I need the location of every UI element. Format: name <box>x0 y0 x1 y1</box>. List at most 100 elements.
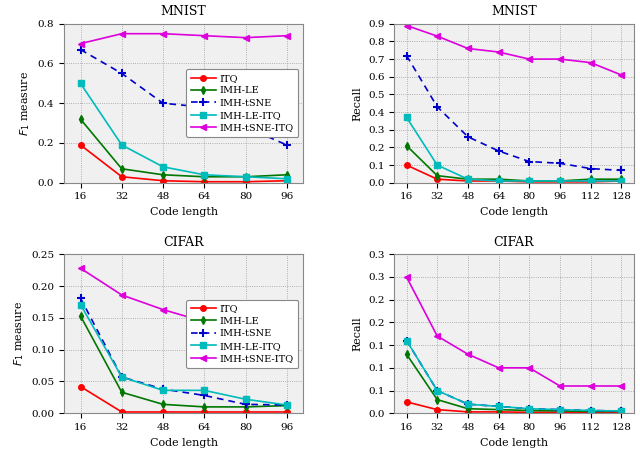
IMH-LE-ITQ <box>587 408 595 413</box>
IMH-tSNE-ITQ <box>200 33 208 38</box>
X-axis label: Code length: Code length <box>480 437 548 447</box>
IMH-LE-ITQ <box>118 374 125 380</box>
Y-axis label: $F_1$ measure: $F_1$ measure <box>12 301 26 366</box>
IMH-LE-ITQ <box>433 388 441 393</box>
IMH-tSNE-ITQ <box>283 33 291 38</box>
IMH-tSNE <box>283 402 291 408</box>
Line: IMH-tSNE: IMH-tSNE <box>403 51 625 174</box>
IMH-LE-ITQ <box>283 176 291 181</box>
ITQ <box>525 409 533 415</box>
IMH-tSNE <box>433 388 441 393</box>
IMH-LE <box>77 313 84 319</box>
IMH-LE-ITQ <box>118 142 125 148</box>
IMH-tSNE-ITQ <box>587 60 595 66</box>
ITQ <box>159 409 167 415</box>
IMH-LE <box>118 390 125 395</box>
IMH-LE <box>433 397 441 402</box>
IMH-tSNE-ITQ <box>433 33 441 39</box>
IMH-tSNE <box>495 148 502 154</box>
X-axis label: Code length: Code length <box>480 207 548 217</box>
IMH-tSNE-ITQ <box>242 326 250 332</box>
IMH-tSNE <box>556 161 564 166</box>
Y-axis label: Recall: Recall <box>353 86 362 121</box>
IMH-LE <box>200 404 208 410</box>
IMH-LE-ITQ <box>159 388 167 393</box>
IMH-LE <box>283 403 291 408</box>
IMH-tSNE <box>200 104 208 110</box>
IMH-LE <box>556 408 564 414</box>
IMH-tSNE <box>587 408 595 413</box>
IMH-LE-ITQ <box>587 178 595 184</box>
Line: IMH-LE-ITQ: IMH-LE-ITQ <box>404 338 624 414</box>
IMH-LE-ITQ <box>242 174 250 180</box>
IMH-tSNE-ITQ <box>618 383 625 389</box>
Line: IMH-tSNE: IMH-tSNE <box>76 294 291 409</box>
IMH-LE <box>159 172 167 178</box>
IMH-LE-ITQ <box>242 397 250 402</box>
IMH-LE <box>403 352 410 357</box>
X-axis label: Code length: Code length <box>150 437 218 447</box>
ITQ <box>556 409 564 415</box>
IMH-tSNE-ITQ <box>587 383 595 389</box>
IMH-LE <box>525 408 533 413</box>
ITQ <box>200 409 208 415</box>
IMH-LE <box>200 174 208 180</box>
IMH-tSNE <box>242 124 250 130</box>
IMH-tSNE-ITQ <box>495 49 502 55</box>
Line: IMH-LE: IMH-LE <box>404 352 624 414</box>
IMH-LE-ITQ <box>464 401 472 407</box>
IMH-LE <box>495 176 502 182</box>
Line: IMH-LE: IMH-LE <box>77 116 290 180</box>
Line: IMH-LE-ITQ: IMH-LE-ITQ <box>77 81 290 181</box>
ITQ <box>495 178 502 184</box>
IMH-LE <box>242 174 250 180</box>
ITQ <box>242 179 250 185</box>
IMH-tSNE <box>433 104 441 110</box>
ITQ <box>525 179 533 185</box>
ITQ <box>433 407 441 412</box>
Line: IMH-LE: IMH-LE <box>404 143 624 184</box>
ITQ <box>159 178 167 184</box>
IMH-LE <box>525 178 533 184</box>
Line: ITQ: ITQ <box>77 384 290 415</box>
ITQ <box>403 162 410 168</box>
IMH-tSNE-ITQ <box>525 56 533 62</box>
IMH-LE <box>464 176 472 182</box>
Line: IMH-LE-ITQ: IMH-LE-ITQ <box>77 302 290 408</box>
Title: MNIST: MNIST <box>491 5 537 19</box>
IMH-tSNE-ITQ <box>464 352 472 357</box>
ITQ <box>587 409 595 415</box>
ITQ <box>464 409 472 415</box>
IMH-tSNE <box>118 374 125 380</box>
IMH-LE <box>587 176 595 182</box>
IMH-LE-ITQ <box>618 178 625 184</box>
Line: ITQ: ITQ <box>77 142 290 184</box>
ITQ <box>77 384 84 389</box>
IMH-tSNE-ITQ <box>556 383 564 389</box>
ITQ <box>464 178 472 184</box>
ITQ <box>118 174 125 180</box>
IMH-LE <box>403 143 410 149</box>
IMH-LE-ITQ <box>283 402 291 408</box>
IMH-tSNE <box>159 100 167 106</box>
IMH-tSNE <box>200 393 208 399</box>
IMH-LE-ITQ <box>525 406 533 411</box>
IMH-LE-ITQ <box>495 178 502 184</box>
IMH-LE <box>556 178 564 184</box>
ITQ <box>242 409 250 415</box>
IMH-tSNE-ITQ <box>283 345 291 351</box>
Line: IMH-tSNE-ITQ: IMH-tSNE-ITQ <box>403 22 625 78</box>
IMH-tSNE <box>464 401 472 407</box>
IMH-tSNE <box>283 142 291 148</box>
IMH-tSNE <box>495 404 502 409</box>
IMH-tSNE-ITQ <box>403 23 410 28</box>
IMH-tSNE-ITQ <box>618 72 625 78</box>
IMH-tSNE-ITQ <box>118 292 125 298</box>
Title: CIFAR: CIFAR <box>163 236 204 249</box>
ITQ <box>118 409 125 415</box>
IMH-tSNE <box>525 159 533 164</box>
IMH-tSNE-ITQ <box>159 307 167 313</box>
Line: IMH-tSNE-ITQ: IMH-tSNE-ITQ <box>403 274 625 389</box>
IMH-tSNE <box>242 401 250 407</box>
IMH-LE <box>118 166 125 171</box>
